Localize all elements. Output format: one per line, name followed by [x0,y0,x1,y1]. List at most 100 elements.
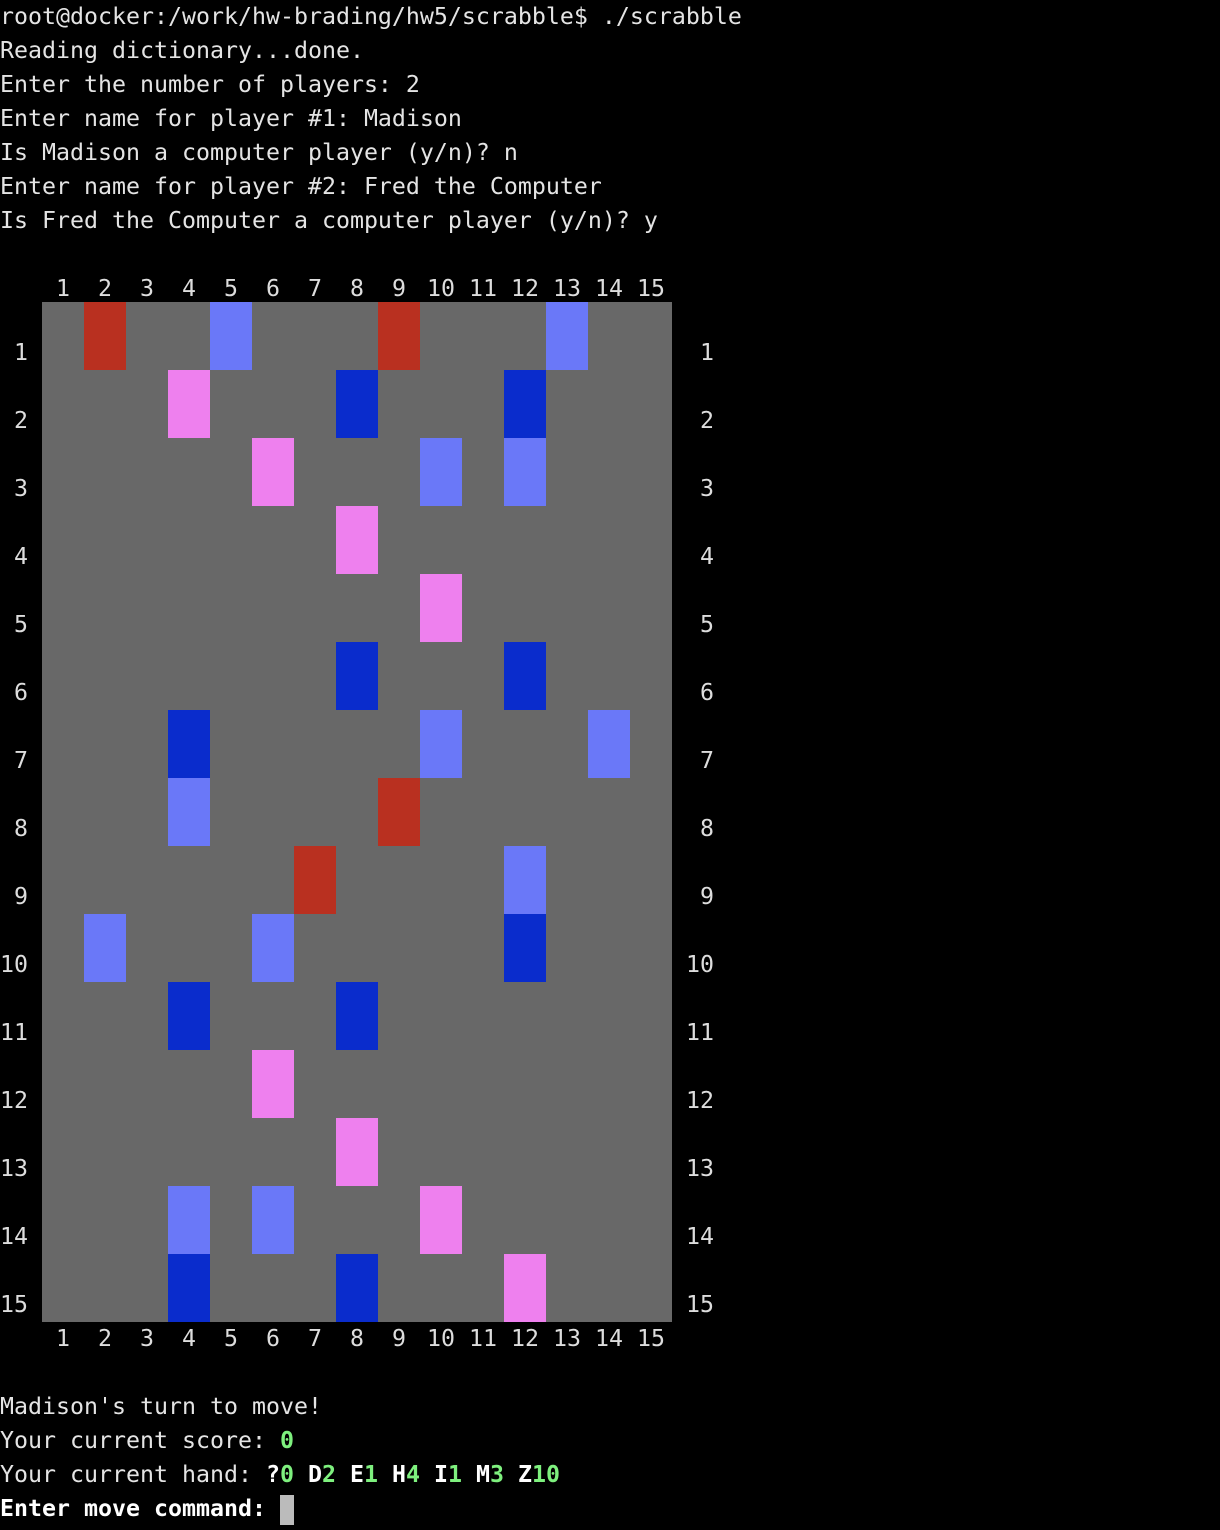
premium-square [168,1254,210,1322]
column-label: 2 [98,275,112,302]
row-label: 7 [14,747,28,774]
terminal-line: Enter the number of players: 2 [0,71,420,98]
row-label: 6 [14,679,28,706]
board [42,302,672,1322]
row-label: 15 [0,1291,28,1318]
row-label: 13 [686,1155,714,1182]
premium-square [504,370,546,438]
tile-letter: M [475,1461,490,1488]
premium-square [504,846,546,914]
row-label: 6 [700,679,714,706]
row-label: 11 [0,1019,28,1046]
column-label: 3 [140,1325,154,1352]
row-label: 8 [700,815,714,842]
premium-square [504,438,546,506]
column-label: 1 [56,275,70,302]
row-label: 15 [686,1291,714,1318]
row-label: 13 [0,1155,28,1182]
hand-label: Your current hand: [0,1461,252,1488]
row-label: 12 [686,1087,714,1114]
premium-square [252,438,294,506]
column-label: 11 [469,275,497,302]
row-label: 3 [700,475,714,502]
row-label: 11 [686,1019,714,1046]
terminal-line: Is Fred the Computer a computer player (… [0,207,658,234]
row-label: 4 [14,543,28,570]
tile-points: 0 [279,1461,294,1488]
row-label: 10 [686,951,714,978]
column-label: 5 [224,1325,238,1352]
column-label: 15 [637,1325,665,1352]
row-label: 12 [0,1087,28,1114]
premium-square [504,1254,546,1322]
column-label: 6 [266,275,280,302]
premium-square [588,710,630,778]
premium-square [252,1050,294,1118]
column-label: 9 [392,1325,406,1352]
premium-square [420,710,462,778]
row-label: 2 [14,407,28,434]
premium-square [168,710,210,778]
tile-points: 1 [363,1461,378,1488]
row-label: 5 [700,611,714,638]
tile-points: 3 [489,1461,504,1488]
column-label: 14 [595,1325,623,1352]
premium-square [168,982,210,1050]
cursor [279,1494,294,1525]
row-label: 14 [686,1223,714,1250]
premium-square [546,302,588,370]
premium-square [252,914,294,982]
column-label: 14 [595,275,623,302]
row-label: 9 [14,883,28,910]
premium-square [336,506,378,574]
row-label: 10 [0,951,28,978]
premium-square [294,846,336,914]
tile-letter: H [391,1461,406,1488]
row-label: 5 [14,611,28,638]
premium-square [336,1118,378,1186]
column-label: 1 [56,1325,70,1352]
column-label: 8 [350,275,364,302]
premium-square [210,302,252,370]
tile-letter: D [307,1461,322,1488]
score: 0 [279,1427,294,1454]
premium-square [378,778,420,846]
column-label: 12 [511,1325,539,1352]
row-label: 2 [700,407,714,434]
tile-points: 4 [405,1461,420,1488]
premium-square [420,574,462,642]
premium-square [336,1254,378,1322]
score-line: Your current score: 0 [0,1424,294,1458]
premium-square [504,914,546,982]
terminal-line: Is Madison a computer player (y/n)? n [0,139,518,166]
row-label: 9 [700,883,714,910]
column-label: 10 [427,1325,455,1352]
premium-square [84,302,126,370]
premium-square [336,642,378,710]
row-label: 3 [14,475,28,502]
column-label: 9 [392,275,406,302]
premium-square [252,1186,294,1254]
column-label: 12 [511,275,539,302]
premium-square [336,982,378,1050]
column-label: 13 [553,275,581,302]
prompt-line: Enter move command: [0,1492,294,1526]
column-label: 10 [427,275,455,302]
tile-letter: E [349,1461,364,1488]
premium-square [168,370,210,438]
tile-points: 1 [447,1461,462,1488]
score-label: Your current score: [0,1427,266,1454]
column-label: 5 [224,275,238,302]
column-label: 11 [469,1325,497,1352]
prompt: Enter move command: [0,1495,266,1522]
premium-square [420,1186,462,1254]
column-label: 3 [140,275,154,302]
premium-square [168,1186,210,1254]
column-label: 7 [308,1325,322,1352]
tile-points: 2 [321,1461,336,1488]
row-label: 4 [700,543,714,570]
tile-points: 10 [531,1461,560,1488]
column-label: 4 [182,275,196,302]
column-label: 6 [266,1325,280,1352]
